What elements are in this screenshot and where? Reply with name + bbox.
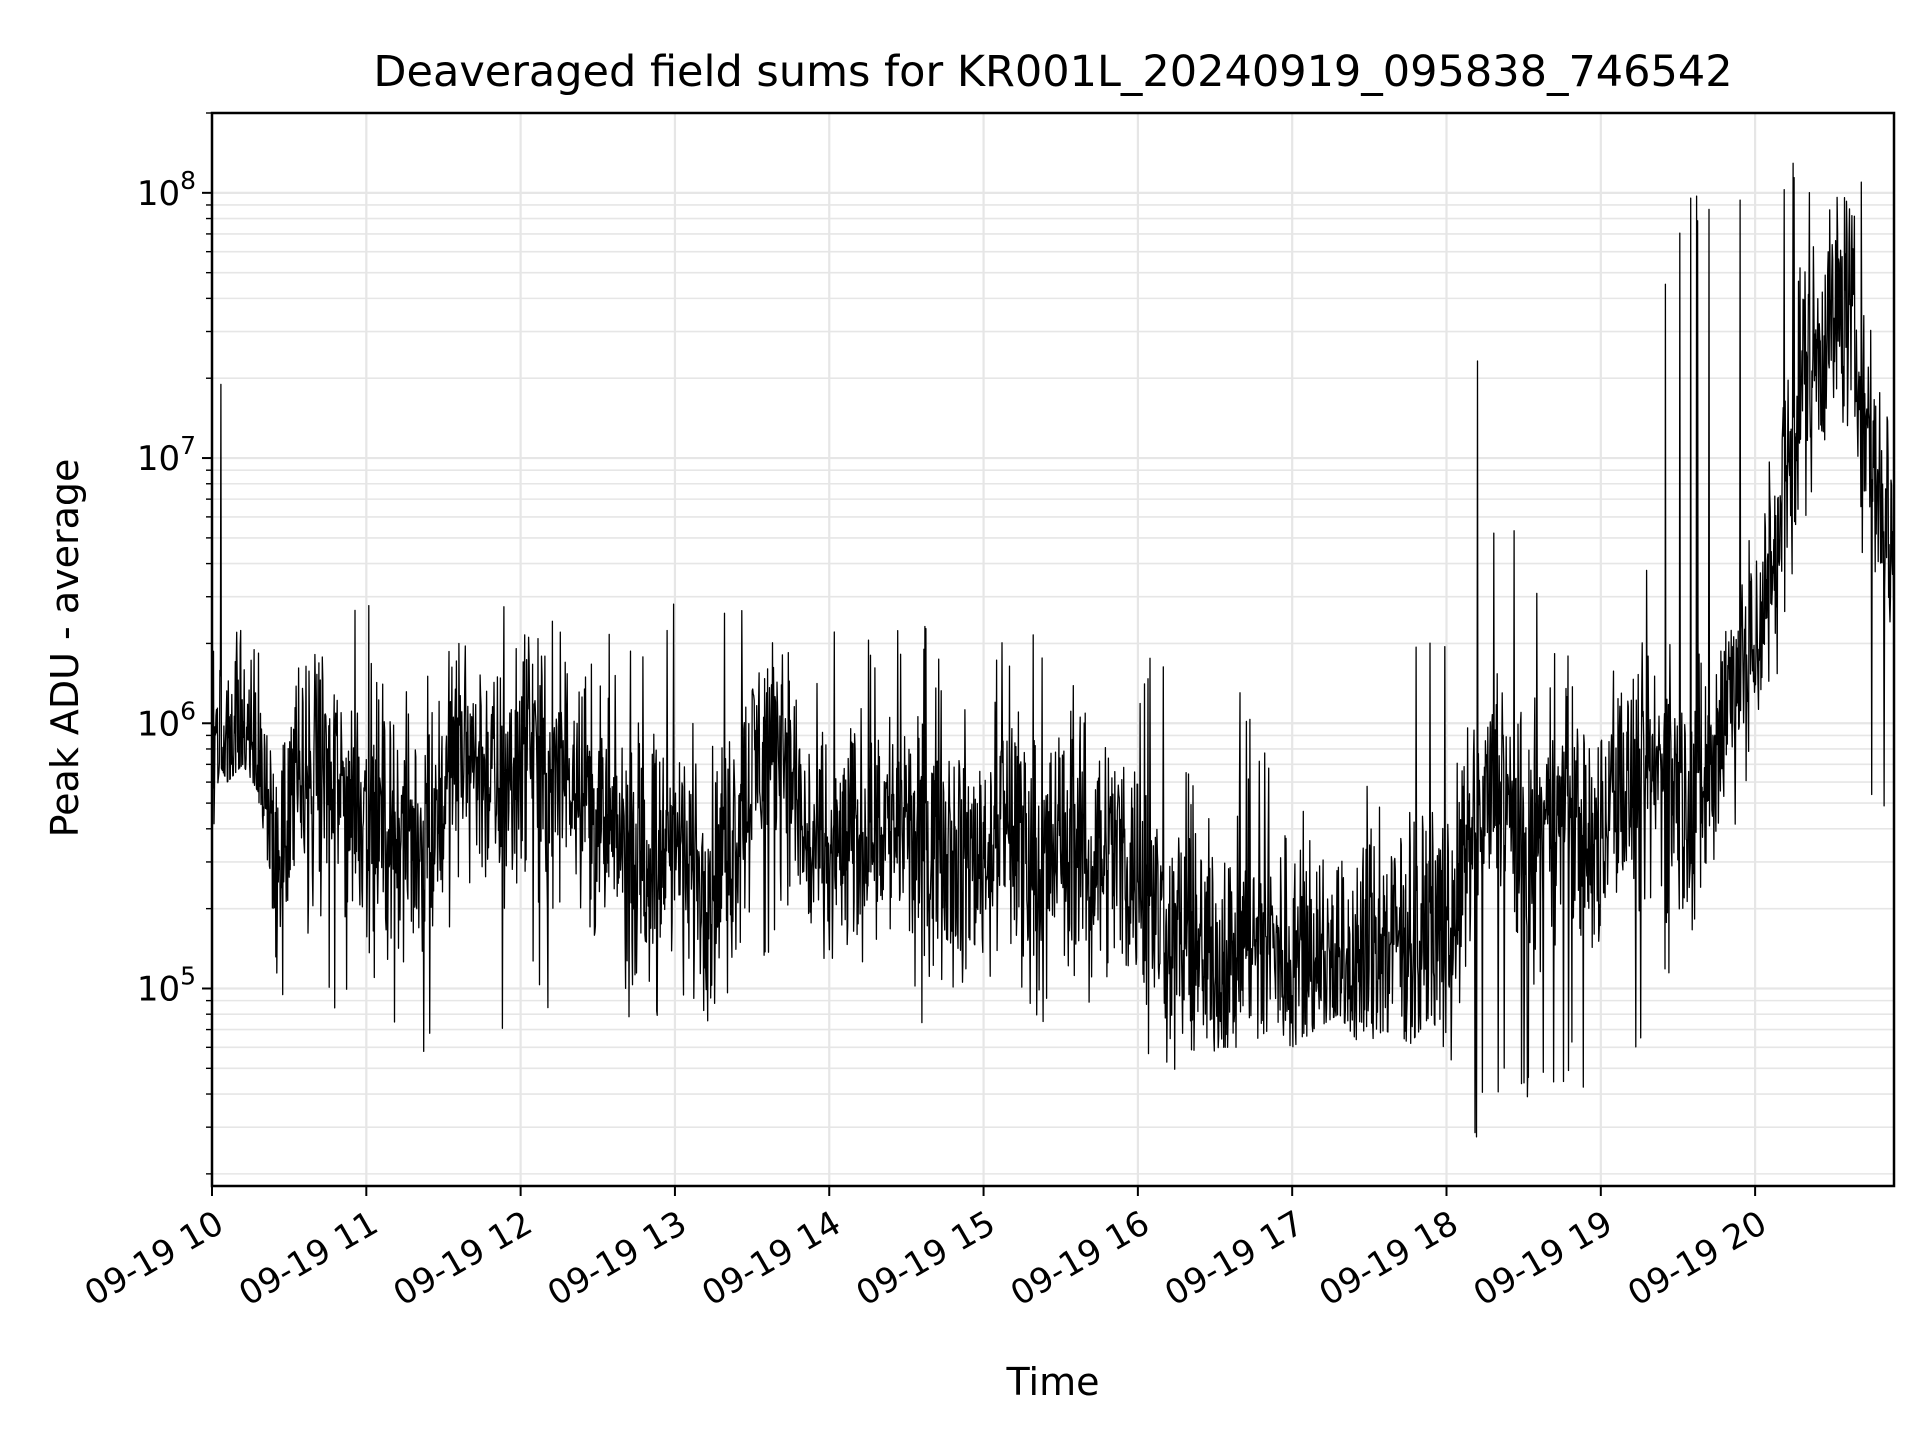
plot-area-frame bbox=[210, 111, 1896, 1188]
y-tick-label: 105 bbox=[137, 961, 196, 1009]
series-peak-adu bbox=[211, 162, 1895, 1138]
y-tick-label: 108 bbox=[137, 166, 196, 214]
y-tick-label: 107 bbox=[137, 431, 196, 479]
y-tick-label: 106 bbox=[137, 696, 196, 744]
x-axis-label: Time bbox=[1006, 1360, 1100, 1404]
chart-title: Deaveraged field sums for KR001L_2024091… bbox=[373, 47, 1732, 97]
y-axis-label: Peak ADU - average bbox=[43, 459, 87, 838]
series-line bbox=[211, 162, 1895, 1138]
